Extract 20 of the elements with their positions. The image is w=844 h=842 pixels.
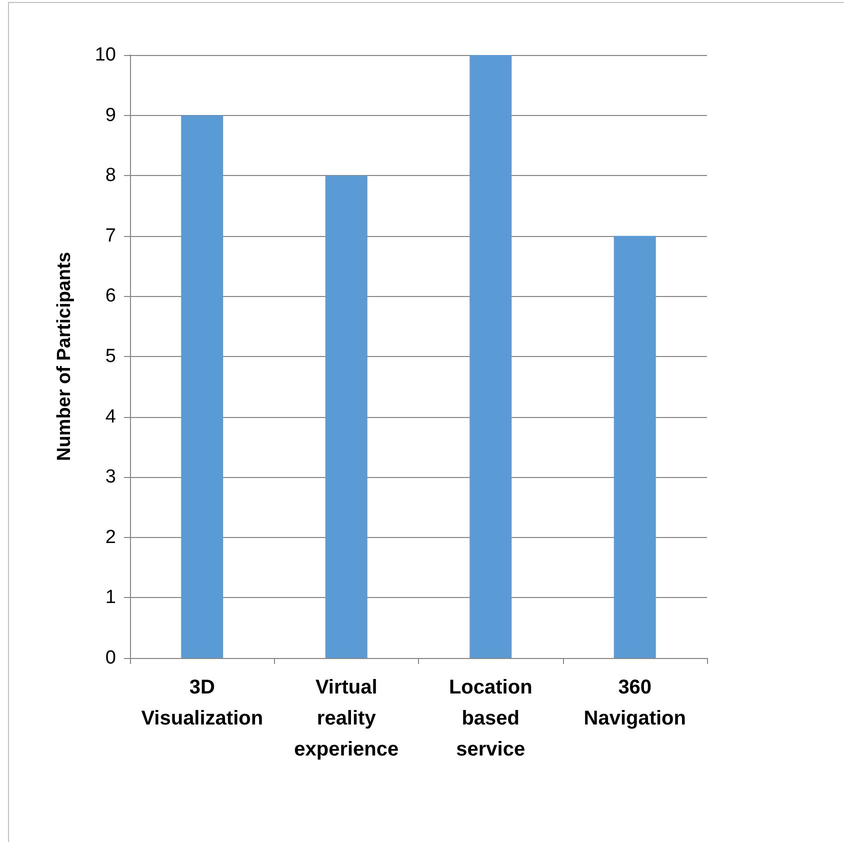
- x-tick-label: Virtual reality experience: [294, 676, 399, 760]
- y-tick-label: 6: [105, 286, 116, 307]
- y-tick-label: 8: [105, 165, 116, 186]
- y-axis-title: Number of Participants: [54, 252, 75, 462]
- bar: [325, 176, 368, 658]
- y-tick-label: 10: [94, 44, 116, 66]
- y-tick-label: 1: [105, 587, 116, 608]
- bar: [614, 236, 656, 658]
- y-tick-label: 3: [105, 466, 116, 488]
- bar: [181, 115, 224, 658]
- y-tick-label: 9: [105, 104, 116, 126]
- bar: [470, 55, 512, 658]
- y-tick-label: 2: [105, 526, 116, 548]
- x-tick-label: Location based service: [448, 676, 532, 760]
- y-tick-label: 5: [105, 346, 116, 367]
- y-tick-label: 7: [105, 225, 116, 246]
- x-tick-label: 3D Visualization: [141, 676, 264, 730]
- y-tick-label: 0: [105, 648, 116, 668]
- x-tick-label: 360 Navigation: [584, 676, 686, 730]
- y-tick-label: 4: [105, 406, 116, 428]
